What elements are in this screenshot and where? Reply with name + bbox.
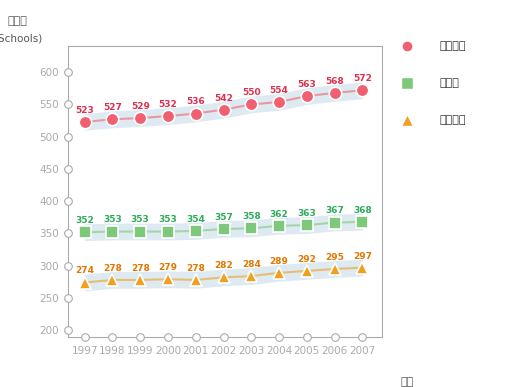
Text: 초등학교: 초등학교 [439, 41, 466, 51]
Text: 357: 357 [214, 213, 233, 222]
Text: 532: 532 [158, 100, 177, 109]
Text: 529: 529 [131, 102, 150, 111]
Text: 563: 563 [298, 80, 316, 89]
Text: 542: 542 [214, 94, 233, 103]
Text: 352: 352 [75, 216, 94, 225]
Text: 284: 284 [242, 260, 260, 269]
Text: 279: 279 [158, 263, 177, 272]
Text: 연도: 연도 [400, 377, 414, 387]
Text: 536: 536 [186, 98, 205, 106]
Text: 362: 362 [270, 210, 288, 219]
Text: 274: 274 [75, 266, 94, 276]
Text: 353: 353 [131, 216, 150, 224]
Text: 학교수: 학교수 [8, 16, 28, 26]
Text: 358: 358 [242, 212, 260, 221]
Text: 297: 297 [353, 252, 372, 260]
Text: 367: 367 [325, 206, 344, 216]
Text: 550: 550 [242, 88, 260, 98]
Text: 중학교: 중학교 [439, 78, 459, 88]
Text: 353: 353 [103, 216, 122, 224]
Text: 고등학교: 고등학교 [439, 115, 466, 125]
Text: 554: 554 [269, 86, 289, 95]
Text: 289: 289 [269, 257, 289, 266]
Text: 282: 282 [214, 261, 233, 270]
Text: 527: 527 [103, 103, 122, 112]
Text: 278: 278 [186, 264, 205, 273]
Text: 278: 278 [103, 264, 122, 273]
Text: 354: 354 [186, 215, 205, 224]
Text: 353: 353 [158, 216, 177, 224]
Text: 572: 572 [353, 74, 372, 83]
Text: 363: 363 [298, 209, 316, 218]
Text: 292: 292 [298, 255, 316, 264]
Text: 278: 278 [131, 264, 150, 273]
Text: 295: 295 [325, 253, 344, 262]
Text: (Schools): (Schools) [0, 34, 42, 44]
Text: 368: 368 [353, 206, 372, 215]
Text: 568: 568 [325, 77, 344, 86]
Text: 523: 523 [75, 106, 94, 115]
